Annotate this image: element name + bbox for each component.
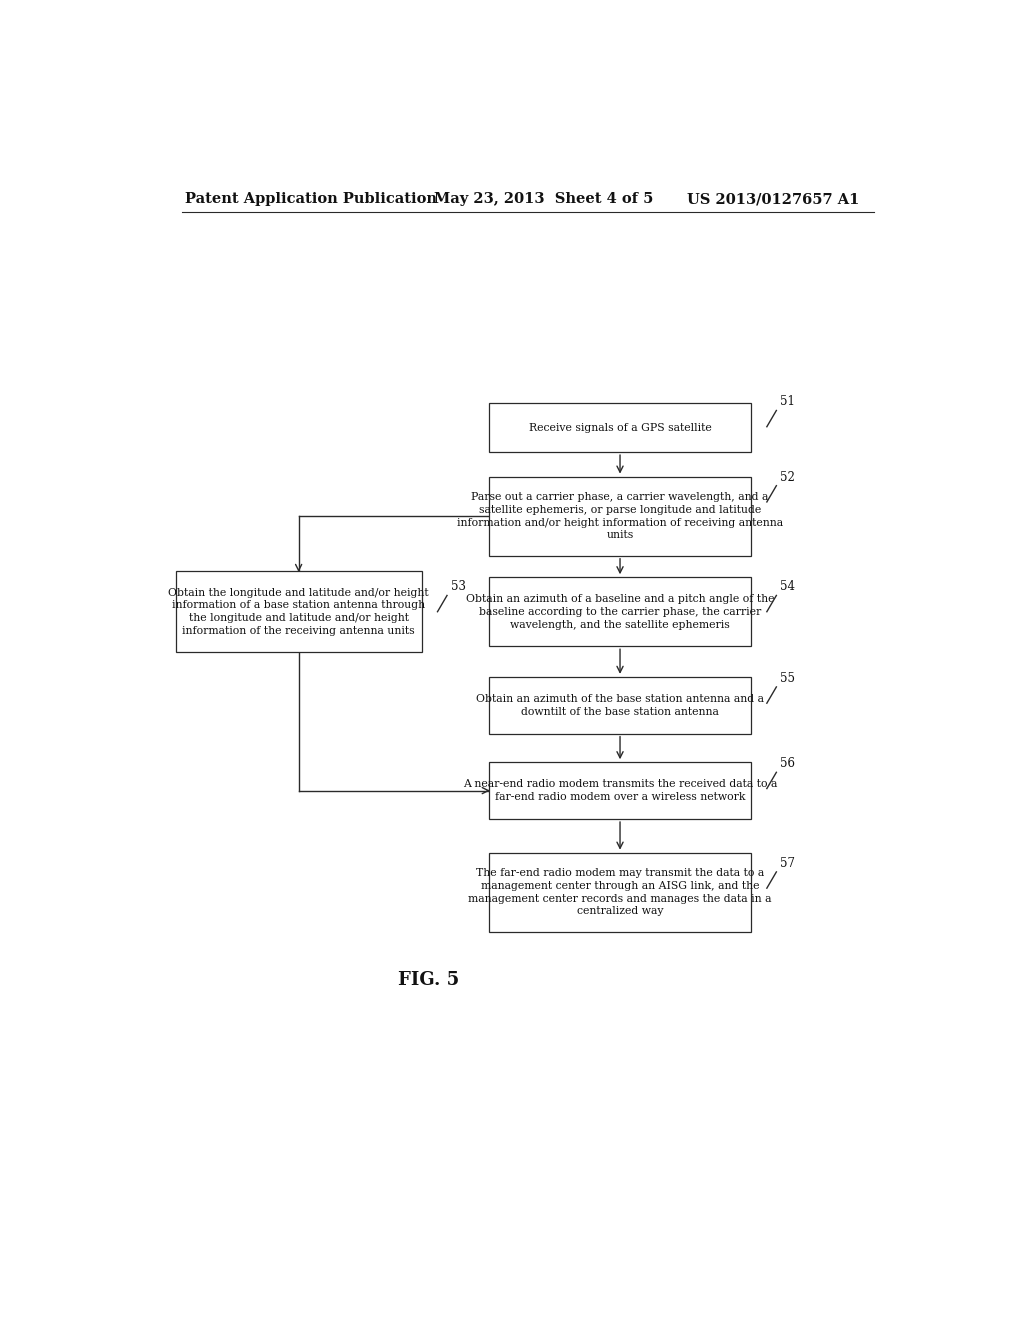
Bar <box>489 477 751 556</box>
Text: Receive signals of a GPS satellite: Receive signals of a GPS satellite <box>528 422 712 433</box>
Text: 55: 55 <box>780 672 796 685</box>
Text: The far-end radio modem may transmit the data to a
management center through an : The far-end radio modem may transmit the… <box>468 869 772 916</box>
Text: May 23, 2013  Sheet 4 of 5: May 23, 2013 Sheet 4 of 5 <box>433 191 653 206</box>
Text: 53: 53 <box>451 581 466 594</box>
Text: 54: 54 <box>780 581 796 594</box>
Text: Patent Application Publication: Patent Application Publication <box>185 191 437 206</box>
Text: 52: 52 <box>780 471 796 483</box>
Bar <box>489 404 751 453</box>
Bar <box>176 572 422 652</box>
Text: FIG. 5: FIG. 5 <box>397 970 459 989</box>
Text: US 2013/0127657 A1: US 2013/0127657 A1 <box>687 191 860 206</box>
Bar <box>489 762 751 818</box>
Text: A near-end radio modem transmits the received data to a
far-end radio modem over: A near-end radio modem transmits the rec… <box>463 779 777 803</box>
Text: Obtain an azimuth of a baseline and a pitch angle of the
baseline according to t: Obtain an azimuth of a baseline and a pi… <box>466 594 774 630</box>
Text: 57: 57 <box>780 857 796 870</box>
Text: 51: 51 <box>780 396 796 408</box>
Text: Parse out a carrier phase, a carrier wavelength, and a
satellite ephemeris, or p: Parse out a carrier phase, a carrier wav… <box>457 492 783 540</box>
Text: Obtain the longitude and latitude and/or height
information of a base station an: Obtain the longitude and latitude and/or… <box>168 587 429 636</box>
Bar <box>489 677 751 734</box>
Text: Obtain an azimuth of the base station antenna and a
downtilt of the base station: Obtain an azimuth of the base station an… <box>476 694 764 717</box>
Bar <box>489 853 751 932</box>
Text: 56: 56 <box>780 758 796 771</box>
Bar <box>489 577 751 647</box>
